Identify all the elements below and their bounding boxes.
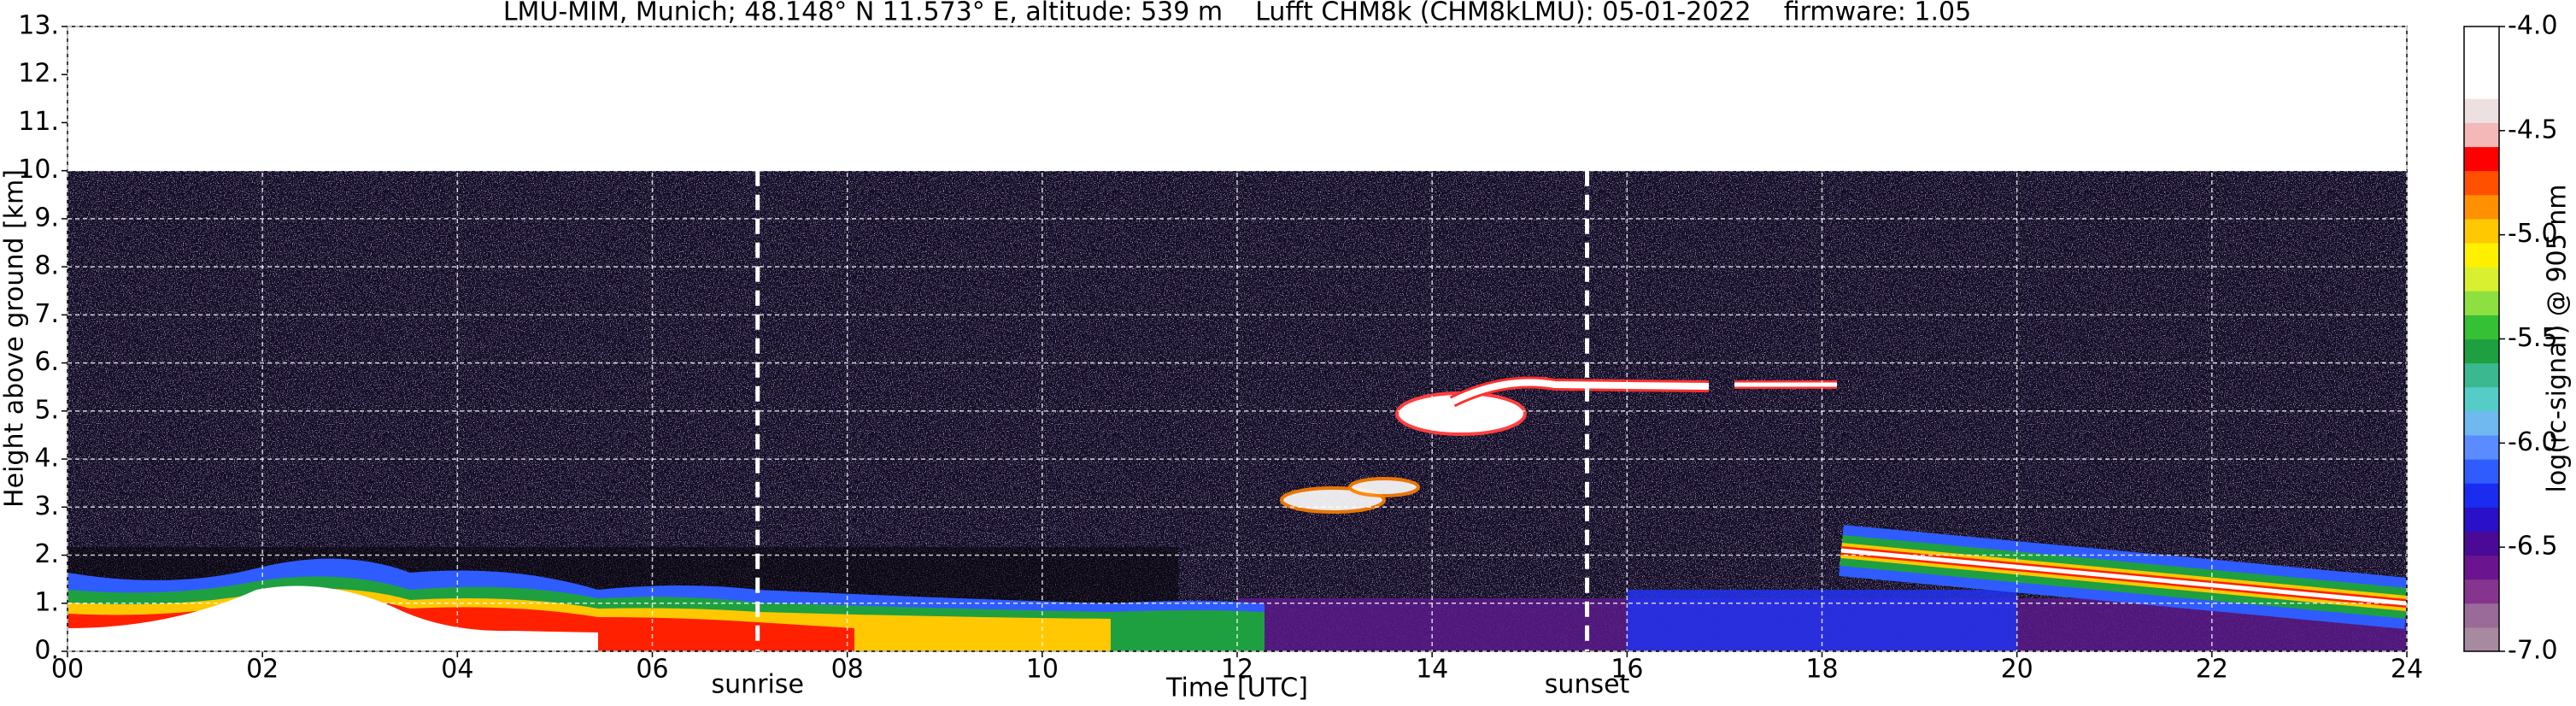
chart-title: LMU-MIM, Munich; 48.148° N 11.573° E, al… bbox=[503, 0, 1971, 27]
colorbar-segment bbox=[2464, 26, 2499, 51]
x-tick-label: 06 bbox=[636, 655, 668, 685]
x-tick-label: 18 bbox=[1805, 655, 1838, 685]
annotation-label: sunrise bbox=[711, 670, 803, 700]
colorbar-segment bbox=[2464, 74, 2499, 99]
colorbar-tick-label: -4.0 bbox=[2508, 11, 2558, 41]
y-tick-label: 7. bbox=[34, 299, 59, 329]
colorbar-tick-label: -5.0 bbox=[2508, 219, 2558, 249]
colorbar-tick-label: -6.0 bbox=[2508, 427, 2558, 457]
colorbar-segment bbox=[2464, 483, 2499, 508]
y-tick-label: 2. bbox=[34, 539, 59, 569]
y-tick-label: 10. bbox=[18, 155, 59, 185]
colorbar-tick-label: -7.0 bbox=[2508, 636, 2558, 666]
colorbar-tick-label: -6.5 bbox=[2508, 532, 2558, 562]
colorbar-segment bbox=[2464, 98, 2499, 123]
colorbar-segment bbox=[2464, 338, 2499, 364]
colorbar-segment bbox=[2464, 434, 2499, 460]
y-tick-label: 4. bbox=[34, 444, 59, 474]
colorbar-segment bbox=[2464, 459, 2499, 484]
y-tick-label: 6. bbox=[34, 347, 59, 377]
x-tick-label: 16 bbox=[1611, 655, 1643, 685]
y-tick-label: 5. bbox=[34, 395, 59, 425]
y-tick-label: 1. bbox=[34, 587, 59, 617]
colorbar-segment bbox=[2464, 362, 2499, 388]
y-tick-label: 13. bbox=[18, 11, 59, 41]
colorbar-label: log(rc-signal) @ 905 nm bbox=[2543, 185, 2573, 493]
y-axis-label: Height above ground [km] bbox=[0, 169, 30, 508]
colorbar-segment bbox=[2464, 315, 2499, 339]
colorbar-segment bbox=[2464, 122, 2499, 148]
colorbar-segment bbox=[2464, 603, 2499, 628]
colorbar-segment bbox=[2464, 291, 2499, 315]
y-tick-label: 9. bbox=[34, 203, 59, 232]
y-tick-label: 3. bbox=[34, 491, 59, 521]
x-tick-label: 00 bbox=[51, 655, 84, 685]
colorbar-segment bbox=[2464, 410, 2499, 436]
colorbar-segment bbox=[2464, 531, 2499, 556]
x-tick-label: 20 bbox=[2001, 655, 2033, 685]
colorbar-segment bbox=[2464, 170, 2499, 196]
colorbar-segment bbox=[2464, 579, 2499, 604]
colorbar-segment bbox=[2464, 386, 2499, 412]
colorbar-segment bbox=[2464, 243, 2499, 268]
y-tick-label: 0. bbox=[34, 636, 59, 666]
y-tick-label: 12. bbox=[18, 59, 59, 89]
x-tick-label: 12 bbox=[1221, 655, 1253, 685]
x-axis-label: Time [UTC] bbox=[1165, 674, 1308, 703]
annotation-label: sunset bbox=[1545, 670, 1630, 700]
colorbar-tick-label: -4.5 bbox=[2508, 115, 2558, 144]
x-tick-label: 02 bbox=[246, 655, 279, 685]
colorbar-tick-label: -5.5 bbox=[2508, 323, 2558, 353]
colorbar-segment bbox=[2464, 218, 2499, 244]
colorbar-segment bbox=[2464, 194, 2499, 220]
x-tick-label: 10 bbox=[1026, 655, 1059, 685]
colorbar-segment bbox=[2464, 50, 2499, 75]
x-tick-label: 22 bbox=[2196, 655, 2228, 685]
colorbar-segment bbox=[2464, 267, 2499, 291]
x-tick-label: 14 bbox=[1416, 655, 1448, 685]
x-tick-label: 04 bbox=[441, 655, 473, 685]
y-tick-label: 11. bbox=[18, 107, 59, 137]
y-tick-label: 8. bbox=[34, 251, 59, 281]
x-tick-label: 24 bbox=[2391, 655, 2423, 685]
colorbar-segment bbox=[2464, 627, 2499, 652]
colorbar-segment bbox=[2464, 555, 2499, 580]
colorbar-segment bbox=[2464, 507, 2499, 532]
x-tick-label: 08 bbox=[831, 655, 864, 685]
colorbar-segment bbox=[2464, 146, 2499, 172]
